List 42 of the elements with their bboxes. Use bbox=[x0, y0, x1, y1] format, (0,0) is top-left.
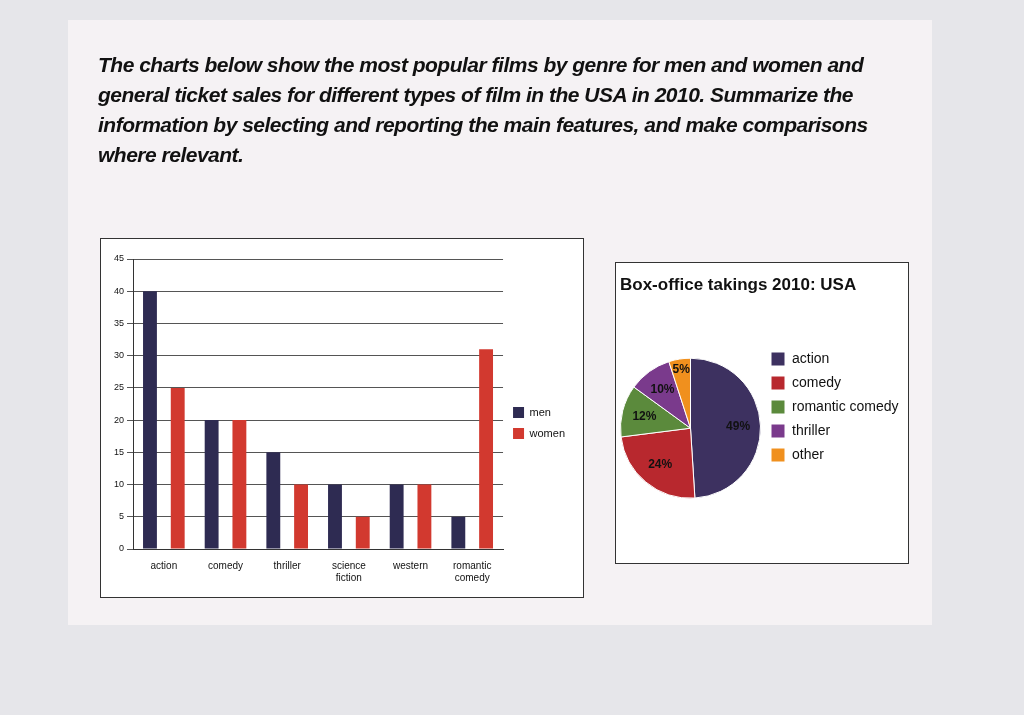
x-tick-label: science fiction bbox=[331, 559, 367, 583]
bar bbox=[143, 291, 157, 549]
x-tick-label: western bbox=[392, 559, 429, 571]
chart-title: Box-office takings 2010: USA bbox=[620, 274, 857, 294]
y-tick-label: 20 bbox=[114, 414, 125, 425]
chart-title: The charts below show the most popular films by genre for men and women and general ticket sales for different types of film in the USA in 2010. Summarize the information by selecting and reporting the main features, and make comparisons where relevant. bbox=[98, 52, 869, 168]
bar bbox=[451, 516, 466, 549]
data-label: 49% bbox=[726, 419, 751, 434]
x-tick-label: thriller bbox=[273, 559, 302, 571]
data-label: 24% bbox=[648, 457, 673, 472]
y-tick-label: 5 bbox=[119, 511, 125, 522]
x-tick-label: comedy bbox=[208, 559, 244, 571]
bar bbox=[294, 484, 308, 549]
bar bbox=[170, 387, 185, 549]
bar bbox=[204, 420, 219, 549]
y-tick-label: 10 bbox=[114, 479, 125, 490]
bar bbox=[389, 484, 404, 549]
data-label: 5% bbox=[672, 361, 691, 376]
bar bbox=[355, 516, 370, 549]
bar bbox=[328, 484, 342, 549]
bar bbox=[232, 420, 247, 549]
bar bbox=[479, 349, 494, 549]
y-tick-label: 35 bbox=[114, 317, 125, 328]
y-tick-label: 30 bbox=[114, 350, 125, 361]
data-label: 12% bbox=[632, 408, 657, 423]
y-tick-label: 15 bbox=[114, 446, 125, 457]
x-tick-label: romantic comedy bbox=[453, 559, 492, 583]
legend-label: other bbox=[792, 445, 825, 462]
legend-label: women bbox=[528, 426, 566, 439]
legend-label: action bbox=[792, 349, 830, 366]
bar bbox=[417, 484, 432, 549]
data-label: 10% bbox=[650, 382, 675, 396]
legend-label: men bbox=[529, 405, 551, 418]
y-tick-label: 40 bbox=[114, 285, 125, 296]
legend-label: thriller bbox=[792, 421, 831, 438]
x-tick-label: action bbox=[150, 559, 178, 571]
y-tick-label: 0 bbox=[119, 543, 125, 554]
y-tick-label: 45 bbox=[114, 253, 125, 264]
bar bbox=[266, 452, 281, 549]
legend-label: romantic comedy bbox=[792, 397, 899, 414]
legend-label: comedy bbox=[792, 373, 842, 390]
y-tick-label: 25 bbox=[114, 382, 125, 393]
